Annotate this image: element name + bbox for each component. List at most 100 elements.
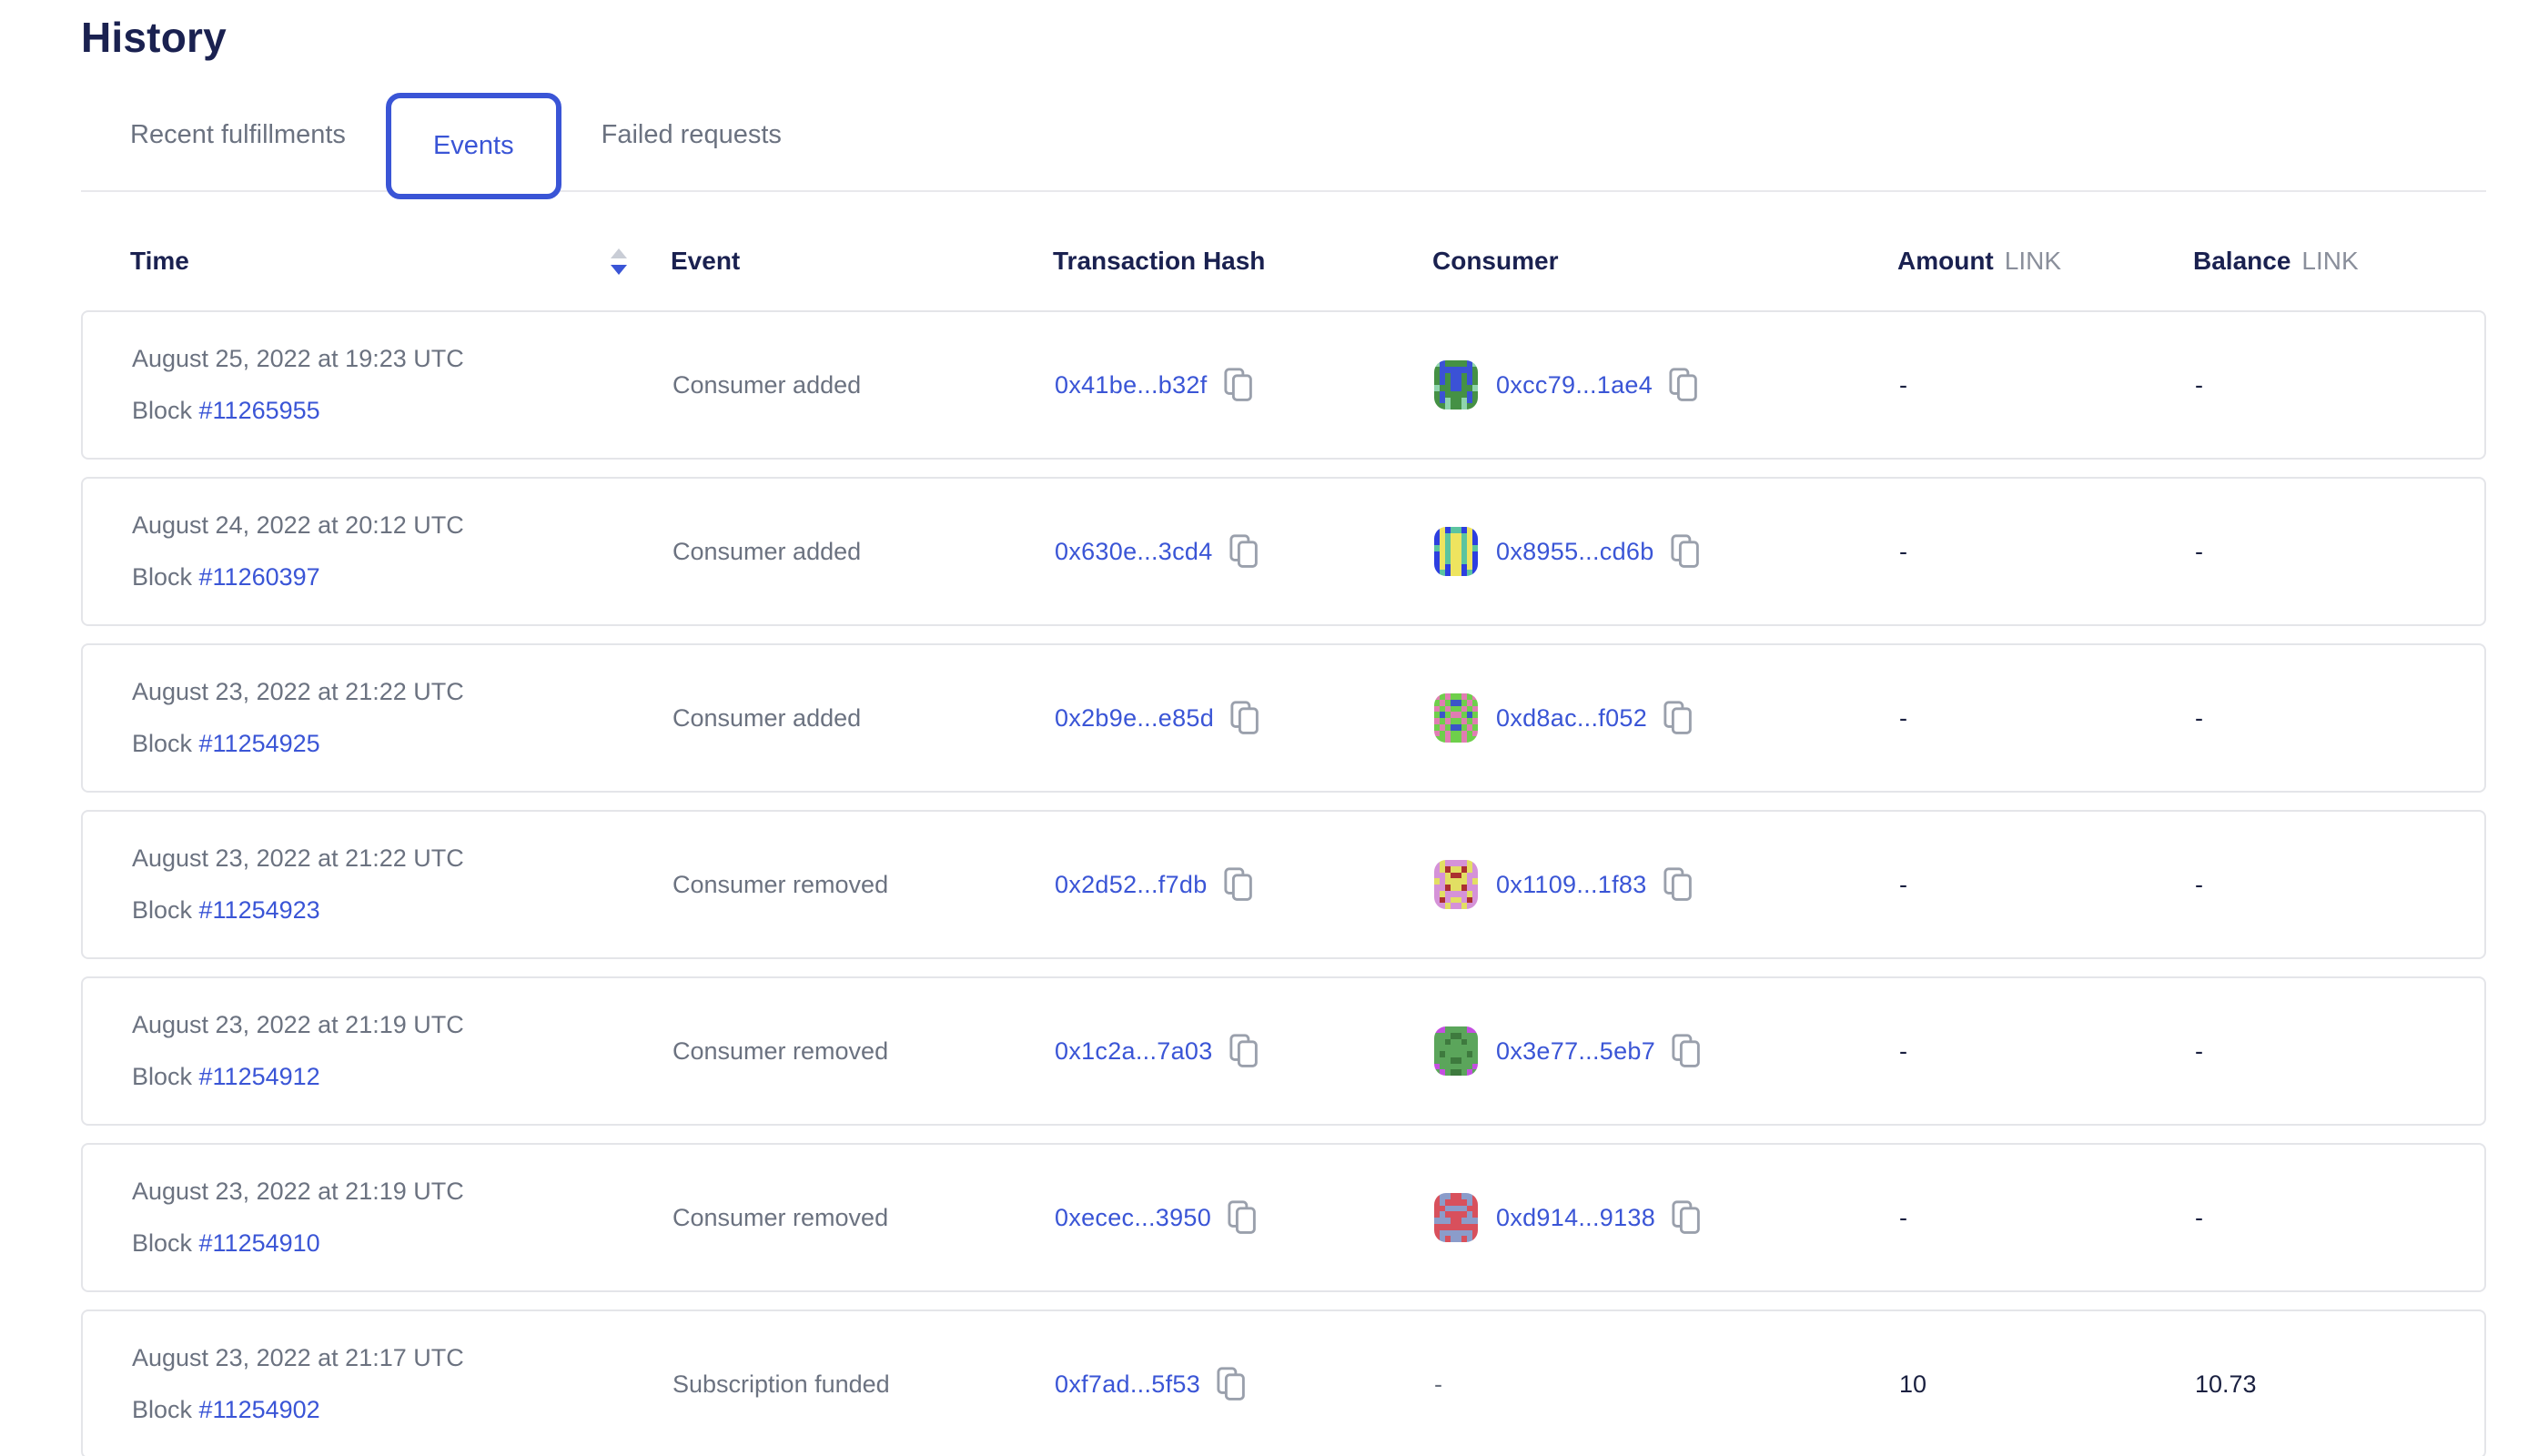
time-cell: August 23, 2022 at 21:19 UTC Block #1125… [132, 1178, 672, 1258]
tab-recent-fulfillments[interactable]: Recent fulfillments [130, 120, 346, 149]
tx-hash-cell: 0x2d52...f7db [1055, 867, 1434, 902]
event-date: August 23, 2022 at 21:19 UTC [132, 1178, 464, 1205]
consumer-address-link[interactable]: 0xd914...9138 [1496, 1203, 1656, 1231]
balance-unit-label: LINK [2301, 247, 2359, 275]
tab-events-active-box[interactable]: Events [385, 93, 561, 199]
consumer-address-link[interactable]: 0xd8ac...f052 [1496, 703, 1648, 732]
consumer-address-link[interactable]: 0x8955...cd6b [1496, 537, 1654, 565]
sort-asc-icon [611, 248, 627, 258]
consumer-entry: 0x3e77...5eb7 [1434, 1026, 1701, 1076]
block-line: Block #11254902 [132, 1396, 672, 1424]
copy-icon[interactable] [1669, 368, 1698, 402]
balance-value: 10.73 [2195, 1370, 2257, 1398]
block-label: Block [132, 397, 199, 424]
column-header-time[interactable]: Time [130, 247, 671, 276]
copy-icon[interactable] [1223, 867, 1253, 902]
tx-hash-cell: 0xecec...3950 [1055, 1200, 1434, 1235]
block-number-link[interactable]: #11254902 [198, 1396, 320, 1423]
copy-icon[interactable] [1230, 701, 1259, 735]
balance-value: - [2195, 1036, 2203, 1065]
block-label: Block [132, 1396, 199, 1423]
block-number-link[interactable]: #11254910 [198, 1229, 320, 1257]
event-date: August 25, 2022 at 19:23 UTC [132, 345, 464, 372]
sort-desc-icon [611, 264, 627, 275]
tx-hash-cell: 0x41be...b32f [1055, 368, 1434, 402]
balance-value: - [2195, 537, 2203, 565]
amount-value: - [1899, 537, 1907, 565]
sort-indicator [611, 248, 627, 275]
block-line: Block #11265955 [132, 397, 672, 425]
time-cell: August 23, 2022 at 21:22 UTC Block #1125… [132, 844, 672, 925]
tx-hash-link[interactable]: 0x630e...3cd4 [1055, 537, 1213, 565]
consumer-identicon [1434, 360, 1478, 410]
events-table: August 25, 2022 at 19:23 UTC Block #1126… [81, 310, 2486, 1456]
copy-icon[interactable] [1672, 1200, 1701, 1235]
block-label: Block [132, 896, 199, 924]
block-number-link[interactable]: #11254923 [198, 896, 320, 924]
block-line: Block #11260397 [132, 563, 672, 592]
time-cell: August 25, 2022 at 19:23 UTC Block #1126… [132, 345, 672, 425]
consumer-identicon [1434, 527, 1478, 576]
block-number-link[interactable]: #11260397 [198, 563, 320, 591]
copy-icon[interactable] [1229, 534, 1259, 569]
event-date: August 23, 2022 at 21:19 UTC [132, 1011, 464, 1038]
tx-hash-cell: 0xf7ad...5f53 [1055, 1367, 1434, 1401]
consumer-identicon [1434, 1026, 1478, 1076]
tx-hash-cell: 0x630e...3cd4 [1055, 534, 1434, 569]
copy-icon[interactable] [1672, 1034, 1701, 1068]
copy-icon[interactable] [1223, 368, 1253, 402]
consumer-address-link[interactable]: 0x1109...1f83 [1496, 870, 1647, 898]
block-label: Block [132, 1229, 199, 1257]
column-header-balance: Balance LINK [2193, 247, 2437, 276]
consumer-address-link[interactable]: 0x3e77...5eb7 [1496, 1036, 1656, 1065]
consumer-identicon [1434, 860, 1478, 909]
consumer-cell: 0xd8ac...f052 [1434, 693, 1899, 743]
copy-icon[interactable] [1670, 534, 1700, 569]
block-number-link[interactable]: #11265955 [198, 397, 320, 424]
amount-value: - [1899, 370, 1907, 399]
block-line: Block #11254925 [132, 730, 672, 758]
column-header-tx-hash: Transaction Hash [1053, 247, 1266, 275]
consumer-address-link[interactable]: 0xcc79...1ae4 [1496, 370, 1653, 399]
balance-value: - [2195, 870, 2203, 898]
consumer-cell: 0xcc79...1ae4 [1434, 360, 1899, 410]
balance-value: - [2195, 370, 2203, 399]
time-cell: August 23, 2022 at 21:19 UTC Block #1125… [132, 1011, 672, 1091]
tx-hash-link[interactable]: 0x41be...b32f [1055, 370, 1208, 399]
block-number-link[interactable]: #11254912 [198, 1063, 320, 1090]
column-header-amount: Amount LINK [1897, 247, 2193, 276]
consumer-identicon [1434, 693, 1478, 743]
balance-value: - [2195, 1203, 2203, 1231]
consumer-identicon [1434, 1193, 1478, 1242]
copy-icon[interactable] [1228, 1200, 1257, 1235]
consumer-cell: 0x3e77...5eb7 [1434, 1026, 1899, 1076]
copy-icon[interactable] [1217, 1367, 1246, 1401]
block-label: Block [132, 1063, 199, 1090]
tab-events[interactable]: Events [432, 131, 514, 160]
tx-hash-link[interactable]: 0x2d52...f7db [1055, 870, 1208, 898]
copy-icon[interactable] [1663, 701, 1693, 735]
table-row: August 23, 2022 at 21:19 UTC Block #1125… [81, 1143, 2486, 1292]
consumer-entry: 0x1109...1f83 [1434, 860, 1693, 909]
balance-value: - [2195, 703, 2203, 732]
copy-icon[interactable] [1229, 1034, 1259, 1068]
tx-hash-link[interactable]: 0x1c2a...7a03 [1055, 1036, 1213, 1065]
tx-hash-link[interactable]: 0xecec...3950 [1055, 1203, 1212, 1231]
table-header-row: Time Event Transaction Hash Consumer Amo… [81, 241, 2486, 281]
amount-value: 10 [1899, 1370, 1927, 1398]
tx-hash-link[interactable]: 0xf7ad...5f53 [1055, 1370, 1201, 1398]
column-header-event: Event [671, 247, 741, 275]
tab-failed-requests[interactable]: Failed requests [601, 120, 782, 149]
amount-unit-label: LINK [2004, 247, 2062, 275]
block-number-link[interactable]: #11254925 [198, 730, 320, 757]
table-row: August 25, 2022 at 19:23 UTC Block #1126… [81, 310, 2486, 460]
table-row: August 23, 2022 at 21:22 UTC Block #1125… [81, 810, 2486, 959]
tx-hash-link[interactable]: 0x2b9e...e85d [1055, 703, 1215, 732]
block-label: Block [132, 563, 199, 591]
consumer-cell: - [1434, 1370, 1899, 1399]
consumer-entry: 0x8955...cd6b [1434, 527, 1700, 576]
copy-icon[interactable] [1663, 867, 1693, 902]
tx-hash-cell: 0x2b9e...e85d [1055, 701, 1434, 735]
block-label: Block [132, 730, 199, 757]
table-row: August 23, 2022 at 21:22 UTC Block #1125… [81, 643, 2486, 793]
